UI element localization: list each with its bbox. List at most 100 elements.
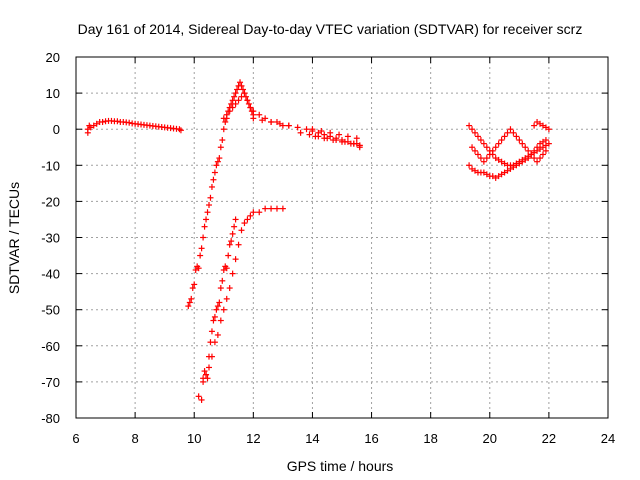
data-point: [321, 135, 328, 142]
data-point: [531, 147, 538, 154]
y-tick-label: 20: [46, 50, 60, 65]
data-point: [498, 137, 505, 144]
data-point: [213, 162, 220, 169]
data-point: [545, 126, 552, 133]
data-point: [469, 126, 476, 133]
x-tick-label: 16: [364, 431, 378, 446]
data-point: [216, 155, 223, 162]
data-point: [262, 205, 269, 212]
data-point: [216, 299, 223, 306]
x-tick-label: 12: [246, 431, 260, 446]
data-point: [247, 212, 254, 219]
data-point: [238, 227, 245, 234]
data-point: [241, 90, 248, 97]
data-point: [356, 144, 363, 151]
data-point: [279, 205, 286, 212]
data-point: [237, 79, 244, 86]
data-point: [472, 147, 478, 154]
data-point: [294, 124, 301, 131]
data-point: [208, 328, 215, 335]
data-point: [220, 306, 227, 313]
y-tick-label: -80: [41, 411, 60, 426]
data-point: [198, 396, 205, 403]
data-point: [223, 265, 230, 272]
data-point: [189, 285, 196, 292]
data-point: [537, 155, 544, 162]
data-point: [344, 133, 351, 140]
data-point: [185, 303, 192, 310]
data-point: [211, 339, 218, 346]
data-point: [250, 209, 257, 216]
data-point: [198, 245, 205, 252]
data-point: [336, 131, 343, 138]
data-point: [303, 126, 310, 133]
data-point: [492, 144, 499, 151]
data-point: [534, 144, 541, 151]
data-point: [186, 299, 193, 306]
data-point: [232, 90, 239, 97]
data-point: [208, 183, 215, 190]
x-tick-label: 6: [72, 431, 79, 446]
y-tick-label: -60: [41, 339, 60, 354]
data-point: [330, 137, 337, 144]
x-tick-label: 24: [601, 431, 615, 446]
data-point: [210, 317, 217, 324]
data-point: [223, 295, 230, 302]
data-point: [201, 223, 208, 230]
data-point: [268, 118, 275, 125]
data-point: [268, 205, 275, 212]
y-axis-label: SDTVAR / TECUs: [6, 182, 22, 294]
data-point: [197, 252, 204, 259]
x-tick-label: 22: [542, 431, 556, 446]
data-point: [238, 93, 245, 100]
data-point: [495, 140, 502, 147]
data-point: [477, 137, 484, 144]
data-point: [241, 220, 248, 227]
data-point: [226, 108, 233, 115]
data-point: [206, 364, 212, 371]
data-point: [474, 133, 481, 140]
y-tick-label: -20: [41, 194, 60, 209]
data-point: [474, 151, 481, 158]
data-point: [525, 155, 532, 162]
data-point: [219, 137, 226, 144]
y-tick-label: -40: [41, 267, 60, 282]
data-point: [188, 295, 195, 302]
data-point: [201, 368, 208, 375]
data-point: [200, 234, 207, 241]
data-points: [84, 79, 552, 403]
data-point: [217, 144, 224, 151]
data-point: [486, 151, 493, 158]
data-point: [217, 317, 224, 324]
data-point: [195, 265, 202, 272]
y-tick-label: 10: [46, 86, 60, 101]
data-point: [276, 120, 283, 127]
grid: [76, 57, 608, 418]
data-point: [231, 93, 238, 100]
data-point: [312, 133, 319, 140]
data-point: [214, 158, 221, 165]
data-point: [285, 122, 292, 129]
data-point: [309, 126, 316, 133]
y-tick-label: -10: [41, 158, 60, 173]
data-point: [469, 144, 476, 151]
data-point: [238, 82, 245, 89]
data-point: [204, 209, 211, 216]
data-point: [229, 104, 236, 111]
data-point: [250, 108, 257, 115]
data-point: [232, 100, 239, 107]
data-point: [214, 331, 221, 338]
data-point: [250, 115, 257, 122]
data-point: [539, 151, 546, 158]
data-point: [542, 137, 549, 144]
data-point: [235, 241, 242, 248]
data-point: [480, 158, 487, 165]
data-point: [256, 209, 263, 216]
x-tick-label: 8: [131, 431, 138, 446]
data-point: [214, 303, 221, 310]
data-point: [114, 118, 121, 125]
data-point: [206, 202, 212, 209]
data-point: [200, 375, 207, 382]
data-point: [220, 115, 227, 122]
